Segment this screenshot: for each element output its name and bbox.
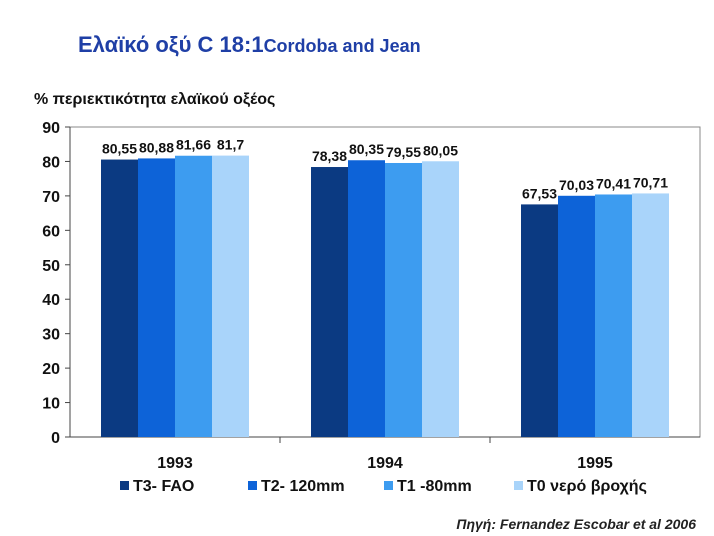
bar <box>101 159 138 438</box>
chart-title-main: Ελαϊκό οξύ C 18:1 <box>78 32 264 57</box>
y-tick-label: 80 <box>42 154 60 171</box>
x-category-label: 1993 <box>157 455 193 472</box>
x-category-label: 1995 <box>577 455 613 472</box>
bar <box>212 155 249 438</box>
data-label: 67,53 <box>522 185 557 201</box>
y-tick-label: 0 <box>51 430 60 447</box>
bar <box>558 195 595 437</box>
legend-swatch <box>514 481 523 490</box>
bar <box>595 194 632 437</box>
bar <box>422 161 459 437</box>
data-label: 70,71 <box>633 174 668 190</box>
legend-label: T2- 120mm <box>261 478 345 495</box>
bar <box>311 167 348 437</box>
data-label: 80,88 <box>139 139 174 155</box>
data-label: 78,38 <box>312 148 347 164</box>
data-label: 79,55 <box>386 144 421 160</box>
legend-swatch <box>120 481 129 490</box>
bar <box>348 160 385 437</box>
y-tick-label: 60 <box>42 223 60 240</box>
bar <box>632 193 669 437</box>
y-axis-label: % περιεκτικότητα ελαϊκού οξέος <box>34 91 276 108</box>
legend-swatch <box>384 481 393 490</box>
data-label: 80,05 <box>423 142 458 158</box>
y-tick-label: 40 <box>42 292 60 309</box>
data-label: 70,03 <box>559 177 594 193</box>
data-label: 81,7 <box>217 137 244 153</box>
data-label: 80,35 <box>349 141 384 157</box>
bar <box>138 158 175 437</box>
data-label: 70,41 <box>596 175 631 191</box>
bar <box>385 162 422 437</box>
bar <box>521 204 558 437</box>
bar <box>175 155 212 437</box>
y-tick-label: 90 <box>42 120 60 137</box>
legend-label: T1 -80mm <box>397 478 472 495</box>
y-tick-label: 10 <box>42 396 60 413</box>
chart-title: Ελαϊκό οξύ C 18:1Cordoba and Jean <box>78 32 421 58</box>
legend-swatch <box>248 481 257 490</box>
y-tick-label: 30 <box>42 327 60 344</box>
source-note: Πηγή: Fernandez Escobar et al 2006 <box>456 516 696 532</box>
chart-title-sub: Cordoba and Jean <box>263 36 421 56</box>
data-label: 80,55 <box>102 141 137 157</box>
legend-label: T0 νερό βροχής <box>527 478 647 495</box>
legend-label: T3- FAO <box>133 478 194 495</box>
x-category-label: 1994 <box>367 455 403 472</box>
y-tick-label: 50 <box>42 258 60 275</box>
y-tick-label: 20 <box>42 361 60 378</box>
data-label: 81,66 <box>176 137 211 153</box>
y-tick-label: 70 <box>42 189 60 206</box>
